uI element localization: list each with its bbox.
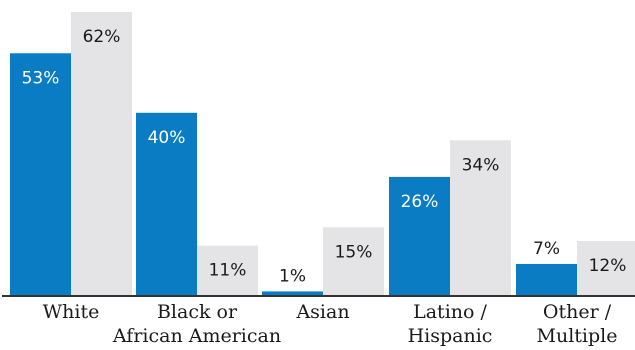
bar-series2-cat1 bbox=[71, 12, 132, 296]
category-label-5-line-2: Multiple bbox=[537, 325, 618, 347]
bar-series2-cat5 bbox=[577, 241, 635, 296]
bar-series2-cat3 bbox=[323, 227, 384, 296]
value-label-series2-cat3: 15% bbox=[335, 242, 373, 262]
category-label-4-line-2: Hispanic bbox=[408, 325, 493, 347]
category-labels-layer: White Black or African American Asian Latino… bbox=[43, 301, 618, 347]
value-label-series1-cat3: 1% bbox=[279, 266, 306, 286]
category-label-4: Latino / Hispanic bbox=[408, 301, 493, 347]
category-label-4-line-1: Latino / bbox=[413, 301, 487, 323]
bars-layer bbox=[10, 12, 635, 297]
value-label-series1-cat2: 40% bbox=[148, 128, 186, 148]
bar-series2-cat4 bbox=[450, 140, 511, 296]
bar-series1-cat5 bbox=[516, 263, 577, 296]
value-label-series2-cat5: 12% bbox=[589, 256, 627, 276]
bar-series1-cat2 bbox=[136, 112, 197, 296]
category-label-3: Asian bbox=[295, 301, 349, 323]
category-label-1: White bbox=[43, 301, 100, 323]
category-label-5-line-1: Other / bbox=[543, 301, 612, 323]
bar-series1-cat3 bbox=[262, 291, 323, 296]
category-label-2: Black or African American bbox=[112, 301, 281, 347]
value-label-series2-cat2: 11% bbox=[209, 261, 247, 281]
value-label-series2-cat4: 34% bbox=[462, 155, 500, 175]
bar-series1-cat1 bbox=[10, 53, 71, 297]
category-label-3-line-1: Asian bbox=[295, 301, 349, 323]
value-label-series1-cat5: 7% bbox=[533, 239, 560, 259]
category-label-2-line-1: Black or bbox=[157, 301, 238, 323]
category-label-1-line-1: White bbox=[43, 301, 100, 323]
bar-series1-cat4 bbox=[389, 176, 450, 296]
value-label-series1-cat1: 53% bbox=[22, 68, 60, 88]
category-label-5: Other / Multiple bbox=[537, 301, 618, 347]
value-labels-layer: 53% 40% 1% 26% 7% 62% 11% 15% 34% 12% bbox=[22, 27, 627, 286]
value-label-series1-cat4: 26% bbox=[401, 192, 439, 212]
value-label-series2-cat1: 62% bbox=[83, 27, 121, 47]
category-label-2-line-2: African American bbox=[112, 325, 281, 347]
bar-series2-cat2 bbox=[197, 245, 258, 296]
